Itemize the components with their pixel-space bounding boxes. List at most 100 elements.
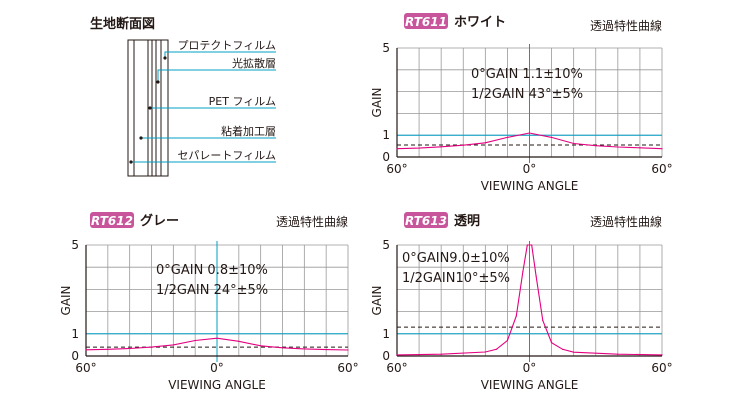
data-point [325,348,327,351]
product-code-text: RT611 [405,15,447,29]
data-point [661,354,663,356]
data-point [573,142,575,145]
gain-annotation: 0°GAIN 1.1±10% [471,67,583,82]
data-point [562,348,564,350]
product-name: 透明 [454,214,480,229]
layer-callout-separator: セパレートフィルム [129,149,276,164]
cross-section-diagram: 生地断面図 プロテクトフィルム 光拡散層 PET フィルム 粘 [90,16,276,177]
data-point [573,351,575,353]
data-point [129,347,131,350]
data-point [281,347,284,349]
data-point [85,349,87,351]
x-tick-label: 60° [386,361,407,375]
x-tick-label: 0° [523,361,537,375]
data-point [506,339,509,342]
gain-annotation: 0°GAIN9.0±10% [402,251,510,266]
layer-callout-adhesive: 粘着加工層 [139,124,276,140]
data-point [347,349,349,351]
data-point [639,147,641,149]
layer-label-protect: プロテクトフィルム [177,39,276,52]
product-code-badge [90,212,134,228]
gain-annotation: 1/2GAIN 43°±5% [471,87,583,102]
data-point [515,315,517,317]
y-tick-label: 5 [71,238,79,252]
data-point [542,319,544,322]
x-tick-label: 60° [75,361,96,375]
data-point [506,136,509,138]
data-point [194,339,196,342]
data-point [484,351,486,353]
product-code-text: RT613 [405,214,447,228]
data-point [522,271,524,273]
y-tick-label: 5 [382,41,390,55]
layer-label-diffusion: 光拡散層 [232,56,276,70]
gain-annotation: 0°GAIN 0.8±10% [156,263,268,278]
data-point [528,132,531,134]
x-tick-label: 60° [337,361,358,375]
data-point [440,353,442,355]
gain-annotation: 1/2GAIN 24°±5% [156,283,268,298]
data-point [107,348,109,350]
layer-callout-pet: PET フィルム [148,95,276,110]
data-point [150,346,153,348]
y-axis-title: GAIN [370,87,384,117]
y-tick-label: 0 [71,349,79,363]
layer-callout-diffusion: 光拡散層 [156,56,276,84]
data-point [617,146,619,148]
product-code-badge [404,13,448,29]
layer-label-adhesive: 粘着加工層 [221,124,276,138]
product-code-text: RT612 [91,214,133,228]
y-tick-label: 1 [71,327,79,341]
layer-label-separator: セパレートフィルム [177,149,276,162]
curve-title: 透過特性曲線 [590,214,662,229]
data-point [526,244,528,246]
product-name: ホワイト [454,15,506,30]
curve-title: 透過特性曲線 [276,214,348,229]
data-point [440,146,442,148]
curve-title: 透過特性曲線 [590,18,662,33]
data-point [617,353,619,355]
x-tick-label: 60° [651,361,672,375]
data-point [396,354,398,356]
x-tick-label: 60° [386,162,407,176]
x-tick-label: 0° [210,361,224,375]
x-tick-label: 0° [523,162,537,176]
y-tick-label: 1 [382,327,390,341]
y-tick-label: 0 [382,349,390,363]
x-axis-title: VIEWING ANGLE [481,179,579,193]
y-tick-label: 0 [382,150,390,164]
gain-annotation: 1/2GAIN10°±5% [402,271,510,286]
data-point [595,145,597,147]
film-stack [127,39,169,177]
data-point [661,148,663,150]
layer-label-pet: PET フィルム [209,95,276,108]
data-point [535,275,537,277]
data-point [216,337,218,339]
data-point [260,345,262,347]
data-point [238,340,240,342]
y-axis-title: GAIN [59,285,73,315]
y-axis-title: GAIN [370,285,384,315]
data-point [528,244,531,246]
data-point [550,342,553,344]
x-axis-title: VIEWING ANGLE [168,378,266,392]
layer-callout-protect: プロテクトフィルム [163,39,276,60]
cross-section-title: 生地断面図 [90,16,155,32]
data-point [550,136,553,138]
data-point [396,148,398,150]
product-name: グレー [140,213,179,229]
x-axis-title: VIEWING ANGLE [481,378,579,392]
data-point [418,147,420,149]
x-tick-label: 60° [651,162,672,176]
data-point [531,244,533,246]
data-point [495,348,497,350]
data-point [303,348,305,350]
data-point [462,144,464,146]
data-point [484,142,486,144]
product-code-badge [404,212,448,228]
y-tick-label: 1 [382,128,390,142]
